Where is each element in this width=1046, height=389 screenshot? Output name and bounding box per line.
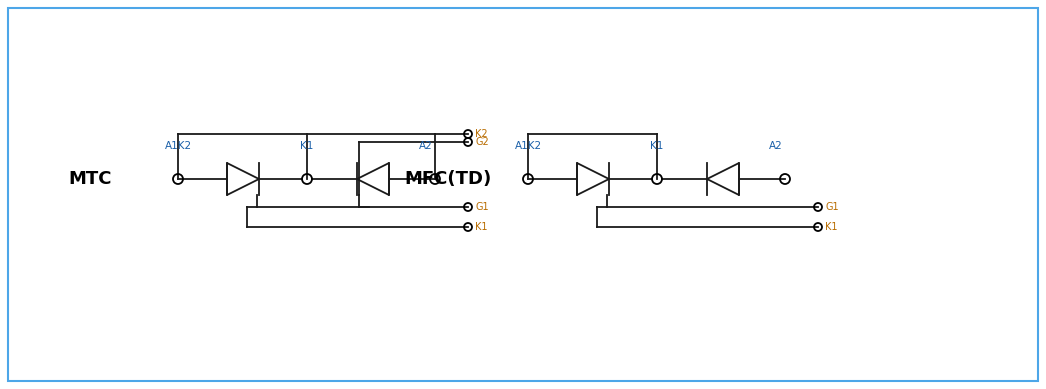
Text: K1: K1 [300, 141, 314, 151]
Text: G1: G1 [475, 202, 488, 212]
Text: K2: K2 [475, 129, 487, 139]
Text: K1: K1 [651, 141, 664, 151]
Text: MTC: MTC [68, 170, 112, 188]
Text: G2: G2 [475, 137, 488, 147]
Text: G1: G1 [825, 202, 839, 212]
Text: A2: A2 [769, 141, 783, 151]
Text: A1K2: A1K2 [164, 141, 191, 151]
Text: A1K2: A1K2 [515, 141, 542, 151]
Text: K1: K1 [475, 222, 487, 232]
Text: A2: A2 [419, 141, 433, 151]
Text: MFC(TD): MFC(TD) [405, 170, 492, 188]
Text: K1: K1 [825, 222, 838, 232]
